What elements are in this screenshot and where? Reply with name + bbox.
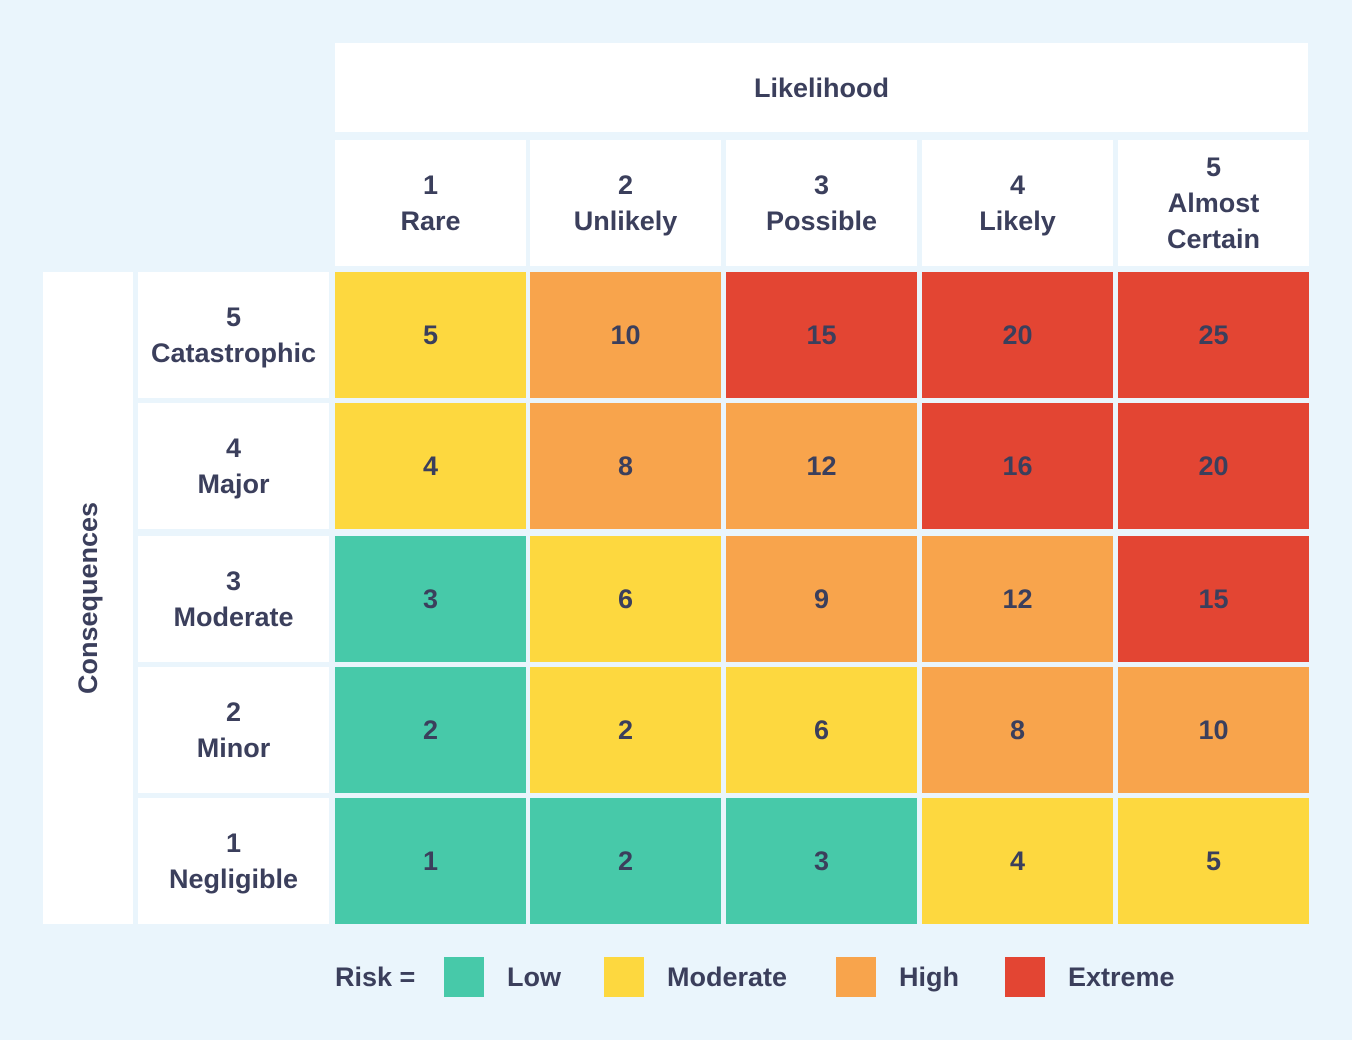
cell-value: 15 [1198,584,1229,614]
cell-value: 9 [813,584,830,614]
row-label: Minor [196,733,271,763]
legend-item-label: Moderate [667,962,788,992]
risk-cell: 15 [1118,536,1309,662]
legend-label: Risk = [335,962,416,992]
cell-value: 2 [617,846,634,876]
risk-cell: 2 [530,667,721,793]
row-label: Negligible [168,864,298,894]
cell-value: 2 [422,715,439,745]
risk-cell: 9 [726,536,917,662]
risk-cell: 6 [530,536,721,662]
side-label: Consequences [73,501,103,695]
row-number: 5 [225,302,242,332]
cell-value: 4 [422,451,439,481]
column-header: 4 Likely [922,140,1113,266]
row-number: 3 [225,566,242,596]
risk-cell: 3 [726,798,917,924]
legend-item-label: High [899,962,959,992]
cell-value: 12 [1002,584,1033,614]
column-label: Likely [979,206,1056,236]
column-label: Rare [400,206,461,236]
cell-value: 15 [806,320,837,350]
cell-value: 1 [422,846,439,876]
risk-cell: 20 [1118,403,1309,529]
risk-cell: 4 [922,798,1113,924]
cell-value: 3 [813,846,830,876]
cell-value: 12 [806,451,837,481]
row-number: 2 [225,697,242,727]
row-label: Catastrophic [150,338,317,368]
cell-value: 10 [610,320,641,350]
risk-cell: 10 [1118,667,1309,793]
legend-item-label: Extreme [1068,962,1175,992]
risk-cell: 8 [530,403,721,529]
legend-item-label: Low [507,962,561,992]
column-label: Unlikely [573,206,678,236]
risk-cell: 5 [335,272,526,398]
cell-value: 6 [617,584,634,614]
column-label: Possible [765,206,878,236]
cell-value: 4 [1009,846,1026,876]
column-number: 3 [813,170,830,200]
cell-value: 8 [1009,715,1026,745]
risk-cell: 12 [922,536,1113,662]
legend-swatch [836,957,876,997]
risk-cell: 2 [530,798,721,924]
row-label: Major [197,469,270,499]
risk-cell: 5 [1118,798,1309,924]
row-header: 2 Minor [138,667,329,793]
cell-value: 20 [1002,320,1033,350]
cell-value: 8 [617,451,634,481]
legend-swatch [444,957,484,997]
cell-value: 3 [422,584,439,614]
risk-cell: 8 [922,667,1113,793]
column-number: 4 [1009,170,1026,200]
column-header: 1 Rare [335,140,526,266]
risk-cell: 25 [1118,272,1309,398]
column-number: 5 [1205,152,1222,182]
row-header: 4 Major [138,403,329,529]
risk-cell: 1 [335,798,526,924]
cell-value: 16 [1002,451,1033,481]
cell-value: 25 [1198,320,1229,350]
column-header: 3 Possible [726,140,917,266]
cell-value: 10 [1198,715,1229,745]
risk-cell: 10 [530,272,721,398]
legend-swatch [1005,957,1045,997]
cell-value: 20 [1198,451,1229,481]
risk-cell: 15 [726,272,917,398]
cell-value: 6 [813,715,830,745]
legend-swatch [604,957,644,997]
row-header: 5 Catastrophic [138,272,329,398]
risk-cell: 3 [335,536,526,662]
cell-value: 2 [617,715,634,745]
risk-cell: 12 [726,403,917,529]
header-title: Likelihood [754,72,889,103]
header-box: Likelihood [335,43,1308,132]
row-header: 3 Moderate [138,536,329,662]
column-header: 2 Unlikely [530,140,721,266]
column-number: 1 [422,170,439,200]
column-label: Almost Certain [1166,188,1261,254]
row-number: 1 [225,828,242,858]
side-box: Consequences [43,272,133,924]
risk-cell: 6 [726,667,917,793]
risk-cell: 16 [922,403,1113,529]
risk-cell: 4 [335,403,526,529]
column-number: 2 [617,170,634,200]
row-label: Moderate [173,602,294,632]
cell-value: 5 [422,320,439,350]
column-header: 5 Almost Certain [1118,140,1309,266]
risk-cell: 20 [922,272,1113,398]
row-header: 1 Negligible [138,798,329,924]
risk-cell: 2 [335,667,526,793]
row-number: 4 [225,433,242,463]
cell-value: 5 [1205,846,1222,876]
